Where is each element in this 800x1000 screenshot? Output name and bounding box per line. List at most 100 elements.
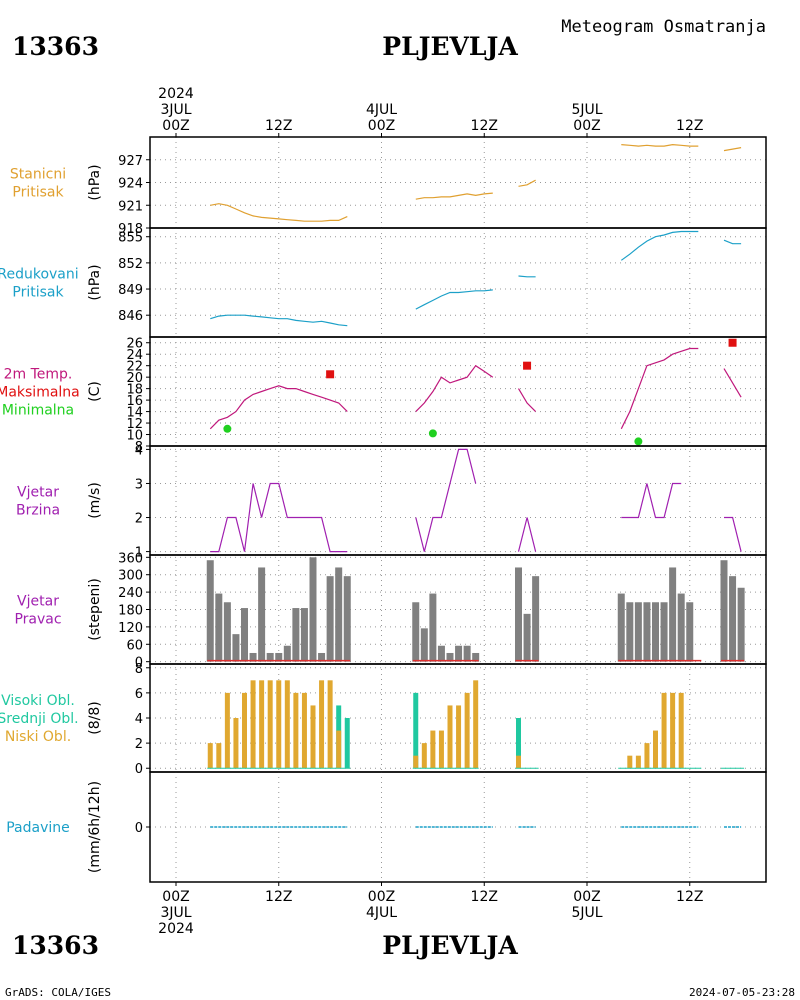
direction-bar	[223, 602, 231, 662]
y-axis-label: (hPa)	[87, 164, 103, 200]
cloud-low-bar	[473, 680, 479, 769]
time-label-bottom: 12Z	[471, 889, 498, 905]
cloud-low-bar	[250, 680, 256, 769]
panel-clouds: 0 2 4 6 8 Visoki Obl. Srednji Obl. Niski Obl. (8…	[0, 662, 767, 777]
y-tick-label: 924	[118, 177, 143, 192]
cloud-low-bar	[327, 680, 333, 769]
y-tick-label: 60	[126, 638, 143, 653]
series-line	[621, 482, 682, 519]
y-tick-label: 20	[126, 371, 143, 386]
legend-label: Niski Obl.	[5, 729, 71, 745]
max-temp-marker	[523, 361, 532, 370]
y-tick-label: 120	[118, 621, 143, 636]
series-line	[724, 516, 742, 552]
legend-label: Redukovani	[0, 267, 79, 283]
time-label-top: 2024	[158, 86, 194, 102]
y-tick-label: 0	[135, 656, 143, 671]
y-tick-label: 2	[135, 512, 143, 527]
panel-reduced_pressure: 846 849 852 855 Redukovani Pritisak (hPa)	[0, 227, 767, 338]
y-tick-label: 4	[135, 712, 143, 727]
legend-label: Stanicni	[10, 167, 66, 183]
direction-bar	[523, 613, 531, 662]
station-name-top: PLJEVLJA	[382, 32, 518, 61]
cloud-low-bar	[301, 692, 307, 769]
y-tick-label: 240	[118, 586, 143, 601]
direction-bar	[729, 576, 737, 662]
series-line	[210, 314, 348, 327]
panel-wind_direction: 0 60 120 180 240 300 360 Vjetar Pravac (stepeni)	[14, 551, 767, 671]
y-tick-label: 22	[126, 360, 143, 375]
direction-bar	[326, 576, 334, 662]
direction-bar	[463, 645, 471, 662]
y-tick-label: 918	[118, 222, 143, 237]
cloud-low-bar	[670, 692, 676, 769]
series-line	[415, 448, 477, 552]
direction-bar	[318, 652, 326, 662]
y-tick-label: 852	[118, 257, 143, 272]
panel-frame	[149, 136, 767, 229]
min-temp-marker	[428, 429, 437, 438]
time-label-bottom: 5JUL	[571, 905, 602, 921]
time-label-bottom: 2024	[158, 921, 194, 937]
time-label-top: 00Z	[368, 118, 395, 134]
y-tick-label: 0	[135, 821, 143, 836]
y-tick-label: 24	[126, 348, 143, 363]
time-label-bottom: 00Z	[368, 889, 395, 905]
cloud-low-bar	[635, 755, 641, 769]
direction-bar	[686, 602, 694, 662]
direction-bar	[429, 593, 437, 662]
direction-bar	[249, 652, 257, 662]
direction-bar	[660, 602, 668, 662]
time-label-top: 12Z	[676, 118, 703, 134]
legend-label: Pravac	[14, 612, 61, 628]
y-tick-label: 300	[118, 569, 143, 584]
cloud-low-bar	[413, 755, 419, 769]
cloud-low-bar	[456, 705, 462, 769]
time-label-bottom: 3JUL	[160, 905, 191, 921]
time-label-top: 00Z	[573, 118, 600, 134]
cloud-low-bar	[447, 705, 453, 769]
cloud-low-bar	[284, 680, 290, 769]
cloud-low-bar	[678, 692, 684, 769]
y-axis-label: (stepeni)	[87, 578, 103, 641]
legend-label: Pritisak	[12, 285, 64, 301]
direction-bar	[215, 593, 223, 662]
series-line	[415, 192, 493, 200]
y-tick-label: 14	[126, 406, 143, 421]
cloud-low-bar	[259, 680, 265, 769]
series-line	[518, 275, 536, 278]
direction-bar	[652, 602, 659, 662]
footer-credit: GrADS: COLA/IGES	[5, 986, 111, 999]
legend-label: Vjetar	[17, 594, 59, 610]
series-line	[517, 388, 537, 413]
legend-label: Brzina	[16, 503, 60, 519]
y-tick-label: 180	[118, 604, 143, 619]
y-tick-label: 849	[118, 283, 143, 298]
product-title: Meteogram Osmatranja	[561, 17, 766, 37]
panel-station_pressure: 918 921 924 927 Stanicni Pritisak (hPa)	[10, 136, 767, 237]
panel-wind_speed: 1 2 3 4 Vjetar Brzina (m/s)	[16, 443, 767, 561]
station-id-top: 13363	[12, 32, 99, 61]
series-line	[723, 147, 742, 152]
cloud-low-bar	[430, 730, 436, 769]
direction-bar	[437, 645, 445, 662]
direction-bar	[206, 560, 214, 662]
cloud-low-bar	[421, 743, 427, 769]
cloud-low-bar	[310, 705, 316, 769]
y-tick-label: 921	[118, 199, 143, 214]
y-axis-label: (C)	[87, 381, 103, 402]
direction-bar	[343, 576, 351, 662]
time-label-bottom: 4JUL	[366, 905, 397, 921]
direction-bar	[309, 557, 317, 662]
y-tick-label: 8	[135, 440, 143, 455]
y-tick-label: 0	[135, 762, 143, 777]
direction-bar	[232, 634, 240, 662]
direction-bar	[446, 652, 454, 662]
cloud-low-bar	[276, 680, 282, 769]
direction-bar	[241, 608, 248, 662]
panel-frame	[149, 227, 767, 338]
y-axis-label: (m/s)	[87, 482, 103, 519]
station-name-bottom: PLJEVLJA	[382, 931, 518, 960]
